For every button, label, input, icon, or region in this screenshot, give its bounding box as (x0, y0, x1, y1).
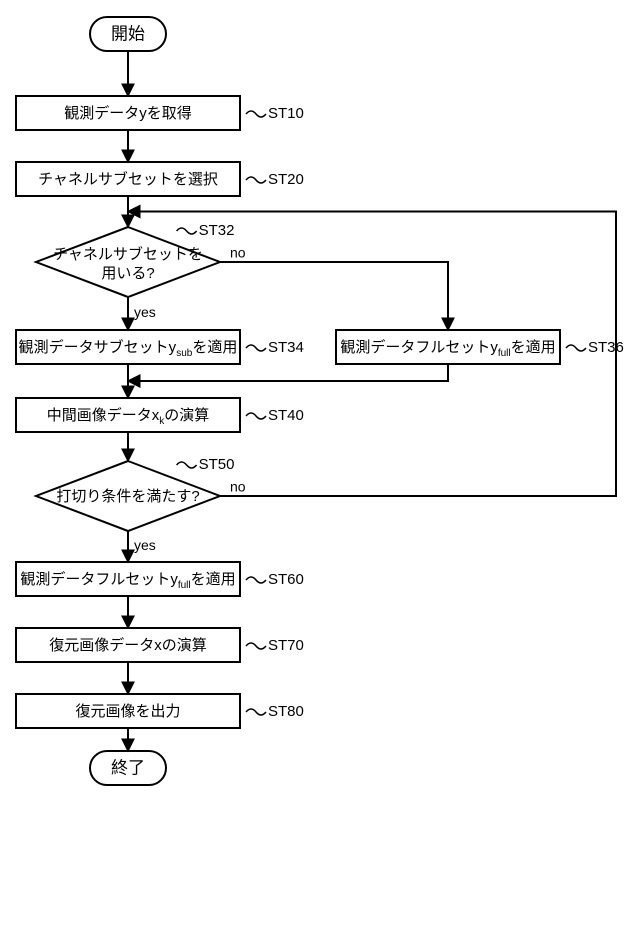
process-st34: 観測データサブセットysubを適用 (16, 330, 240, 364)
process-st40: 中間画像データxkの演算 (16, 398, 240, 432)
svg-text:終了: 終了 (111, 758, 145, 777)
svg-text:ST70: ST70 (268, 637, 304, 654)
svg-text:ST34: ST34 (268, 339, 304, 356)
terminator-end: 終了 (90, 751, 166, 785)
decision-st32: チャネルサブセットを用いる? (36, 227, 220, 297)
process-st80: 復元画像を出力 (16, 694, 240, 728)
svg-text:開始: 開始 (111, 24, 145, 43)
svg-text:中間画像データxkの演算: 中間画像データxkの演算 (47, 406, 210, 427)
process-st70: 復元画像データxの演算 (16, 628, 240, 662)
svg-text:観測データyを取得: 観測データyを取得 (64, 104, 192, 122)
flowchart: 開始観測データyを取得 ST10 チャネルサブセットを選択 ST20 観測データサブセッ… (0, 0, 640, 949)
svg-text:no: no (230, 479, 246, 495)
svg-text:no: no (230, 245, 246, 261)
svg-text:yes: yes (134, 537, 156, 553)
svg-text:ST80: ST80 (268, 703, 304, 720)
svg-text:観測データフルセットyfullを適用: 観測データフルセットyfullを適用 (20, 570, 235, 591)
process-st60: 観測データフルセットyfullを適用 (16, 562, 240, 596)
svg-text:ST10: ST10 (268, 105, 304, 122)
svg-text:チャネルサブセットを選択: チャネルサブセットを選択 (38, 170, 218, 188)
process-st36: 観測データフルセットyfullを適用 (336, 330, 560, 364)
svg-text:用いる?: 用いる? (101, 265, 154, 282)
process-st10: 観測データyを取得 (16, 96, 240, 130)
svg-text:yes: yes (134, 304, 156, 320)
svg-text:ST40: ST40 (268, 407, 304, 424)
decision-st50: 打切り条件を満たす? (36, 461, 220, 531)
process-st20: チャネルサブセットを選択 (16, 162, 240, 196)
svg-text:ST50: ST50 (199, 456, 235, 473)
svg-text:復元画像データxの演算: 復元画像データxの演算 (49, 636, 207, 654)
svg-text:チャネルサブセットを: チャネルサブセットを (53, 245, 203, 263)
svg-text:復元画像を出力: 復元画像を出力 (75, 703, 180, 720)
svg-text:ST32: ST32 (199, 222, 235, 239)
svg-text:ST60: ST60 (268, 571, 304, 588)
svg-text:打切り条件を満たす?: 打切り条件を満たす? (56, 488, 199, 505)
svg-text:ST20: ST20 (268, 171, 304, 188)
terminator-start: 開始 (90, 17, 166, 51)
svg-text:観測データサブセットysubを適用: 観測データサブセットysubを適用 (19, 338, 238, 359)
svg-text:観測データフルセットyfullを適用: 観測データフルセットyfullを適用 (340, 338, 555, 359)
svg-text:ST36: ST36 (588, 339, 624, 356)
